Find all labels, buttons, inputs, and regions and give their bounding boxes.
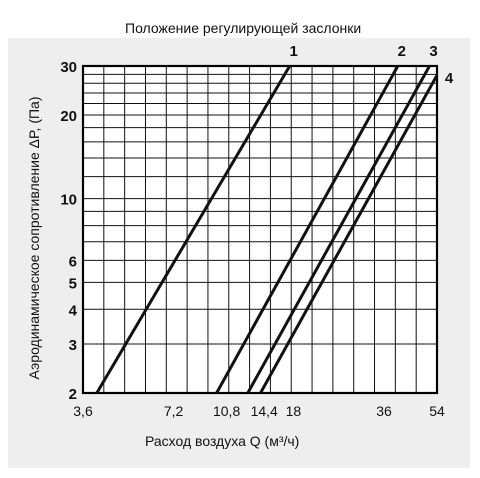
series-label-4: 4 xyxy=(445,70,454,87)
y-tick-label: 30 xyxy=(60,59,77,76)
chart-title: Положение регулирующей заслонки xyxy=(125,20,362,36)
y-tick-label: 6 xyxy=(69,253,77,270)
x-axis-label: Расход воздуха Q (м³/ч) xyxy=(145,433,300,449)
series-label-1: 1 xyxy=(290,43,298,60)
y-tick-label: 2 xyxy=(69,386,77,403)
series-label-3: 3 xyxy=(429,43,437,60)
plot-area xyxy=(83,66,437,393)
y-tick-label: 4 xyxy=(69,302,78,319)
series-line-2 xyxy=(215,65,400,394)
x-tick-label: 14,4 xyxy=(251,403,278,419)
series-label-2: 2 xyxy=(398,43,406,60)
x-tick-label: 7,2 xyxy=(164,403,184,419)
y-tick-label: 10 xyxy=(60,192,77,209)
y-tick-label: 3 xyxy=(69,337,77,354)
y-tick-label: 5 xyxy=(69,275,77,292)
x-tick-label: 36 xyxy=(376,403,392,419)
x-tick-label: 3,6 xyxy=(73,403,93,419)
x-tick-label: 54 xyxy=(429,403,445,419)
x-tick-label: 10,8 xyxy=(213,403,240,419)
plot-frame xyxy=(81,64,439,395)
y-tick-label: 20 xyxy=(60,108,77,125)
series-line-3 xyxy=(246,65,431,394)
series-line-1 xyxy=(95,65,291,394)
x-tick-label: 18 xyxy=(286,403,302,419)
series-line-4 xyxy=(259,74,439,394)
